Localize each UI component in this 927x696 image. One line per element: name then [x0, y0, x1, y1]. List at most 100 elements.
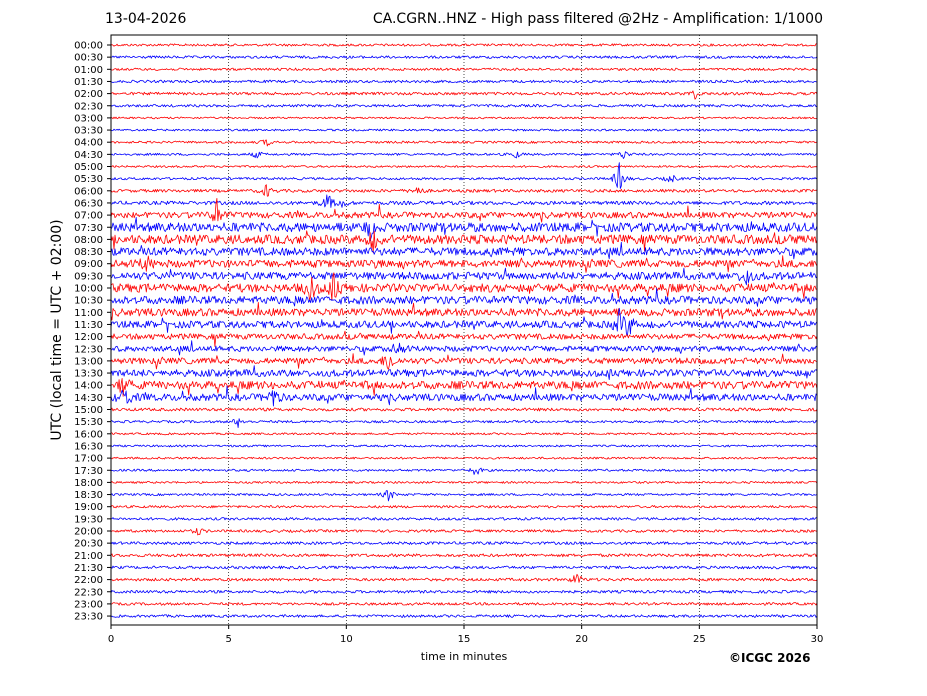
trace-row-1700: [110, 456, 818, 460]
trace-row-0730: [110, 217, 818, 241]
y-tick-label: 01:00: [74, 65, 103, 76]
trace-row-1930: [110, 517, 818, 521]
y-tick-label: 15:00: [74, 405, 103, 416]
trace-row-2100: [110, 553, 818, 558]
trace-row-0630: [110, 194, 818, 208]
y-tick-label: 02:30: [74, 101, 103, 112]
y-tick-label: 07:30: [74, 223, 103, 234]
y-tick-label: 15:30: [74, 417, 103, 428]
trace-row-1500: [110, 407, 818, 412]
y-tick-label: 14:00: [74, 381, 103, 392]
y-tick-label: 13:00: [74, 356, 103, 367]
trace-row-0500: [110, 165, 818, 168]
y-tick-label: 05:30: [74, 174, 103, 185]
y-tick-label: 11:00: [74, 308, 103, 319]
date-label: 13-04-2026: [105, 11, 187, 27]
trace-row-1830: [110, 490, 818, 502]
trace-row-0130: [110, 79, 818, 84]
y-tick-label: 03:30: [74, 126, 103, 137]
trace-row-0400: [110, 139, 818, 147]
y-tick-label: 19:00: [74, 502, 103, 513]
y-tick-label: 04:00: [74, 138, 103, 149]
trace-row-0200: [110, 90, 818, 100]
y-tick-label: 00:30: [74, 53, 103, 64]
trace-row-2230: [110, 590, 818, 594]
trace-row-2030: [110, 541, 818, 545]
trace-row-0000: [110, 43, 817, 47]
x-axis-label: time in minutes: [420, 650, 508, 663]
y-tick-label: 10:00: [74, 284, 103, 295]
trace-row-1730: [110, 467, 818, 475]
y-tick-label: 22:30: [74, 587, 103, 598]
y-tick-label: 17:30: [74, 466, 103, 477]
trace-row-0700: [110, 198, 818, 223]
y-tick-label: 08:00: [74, 235, 103, 246]
y-tick-label: 21:00: [74, 551, 103, 562]
y-tick-label: 20:00: [74, 527, 103, 538]
trace-row-0030: [111, 55, 818, 59]
y-tick-label: 08:30: [74, 247, 103, 258]
y-tick-label: 16:30: [74, 441, 103, 452]
y-tick-label: 12:30: [74, 344, 103, 355]
trace-row-2000: [110, 528, 818, 536]
trace-row-1400: [110, 378, 818, 397]
x-tick-label: 30: [811, 634, 824, 645]
trace-row-0100: [110, 67, 818, 71]
y-tick-label: 05:00: [74, 162, 103, 173]
trace-row-1330: [110, 365, 818, 380]
y-tick-label: 23:00: [74, 599, 103, 610]
trace-row-2330: [110, 614, 818, 618]
y-tick-label: 06:30: [74, 198, 103, 209]
trace-row-0600: [110, 184, 818, 197]
y-tick-label: 12:00: [74, 332, 103, 343]
x-tick-label: 25: [693, 634, 706, 645]
chart-title: CA.CGRN..HNZ - High pass filtered @2Hz -…: [372, 11, 823, 27]
y-tick-label: 01:30: [74, 77, 103, 88]
y-tick-label: 03:00: [74, 113, 103, 124]
trace-row-0900: [110, 255, 818, 273]
trace-row-0430: [110, 151, 818, 159]
y-tick-label: 02:00: [74, 89, 103, 100]
trace-row-1600: [110, 432, 818, 436]
x-tick-label: 10: [340, 634, 353, 645]
x-tick-label: 20: [575, 634, 588, 645]
trace-row-0800: [110, 230, 818, 253]
y-tick-label: 16:00: [74, 429, 103, 440]
y-tick-label: 07:00: [74, 211, 103, 222]
y-tick-label: 10:30: [74, 296, 103, 307]
trace-row-1430: [110, 385, 818, 407]
y-tick-label: 18:00: [74, 478, 103, 489]
trace-row-1200: [110, 330, 818, 347]
y-tick-label: 17:00: [74, 454, 103, 465]
y-tick-label: 09:30: [74, 271, 103, 282]
trace-row-0330: [110, 128, 817, 132]
y-tick-label: 04:30: [74, 150, 103, 161]
trace-row-2300: [110, 602, 818, 606]
trace-row-0930: [110, 267, 818, 286]
trace-row-0300: [110, 116, 818, 120]
trace-row-1630: [110, 444, 818, 448]
trace-row-1000: [110, 272, 818, 302]
x-tick-label: 5: [225, 634, 231, 645]
y-tick-label: 09:00: [74, 259, 103, 270]
trace-row-0830: [110, 241, 818, 260]
y-tick-label: 20:30: [74, 539, 103, 550]
x-tick-label: 15: [458, 634, 471, 645]
y-tick-label: 23:30: [74, 612, 103, 623]
y-tick-label: 13:30: [74, 369, 103, 380]
trace-row-2130: [110, 565, 818, 570]
trace-row-1300: [110, 353, 817, 370]
trace-row-1030: [110, 287, 818, 307]
trace-row-0230: [110, 104, 818, 108]
trace-row-1530: [110, 418, 818, 428]
y-tick-label: 00:00: [74, 41, 103, 52]
plot-frame: [110, 34, 818, 626]
y-tick-label: 22:00: [74, 575, 103, 586]
y-tick-label: 21:30: [74, 563, 103, 574]
trace-row-1800: [110, 481, 818, 484]
y-tick-label: 11:30: [74, 320, 103, 331]
trace-row-2200: [110, 573, 818, 583]
trace-row-1130: [110, 307, 818, 337]
y-tick-label: 18:30: [74, 490, 103, 501]
